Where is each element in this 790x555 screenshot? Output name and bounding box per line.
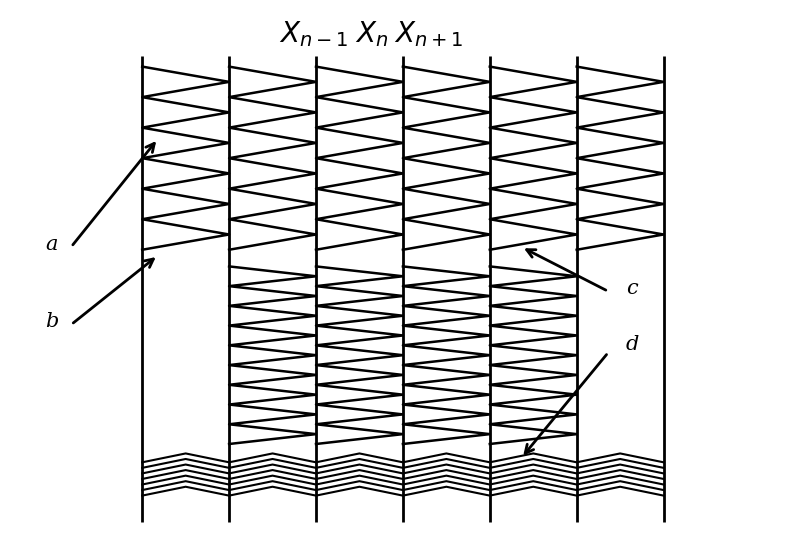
Text: b: b bbox=[45, 312, 58, 331]
Text: d: d bbox=[626, 335, 638, 354]
Text: c: c bbox=[626, 279, 638, 298]
Text: $X_{n-1}\;X_n\;X_{n+1}$: $X_{n-1}\;X_n\;X_{n+1}$ bbox=[279, 19, 464, 49]
Text: a: a bbox=[45, 235, 58, 254]
